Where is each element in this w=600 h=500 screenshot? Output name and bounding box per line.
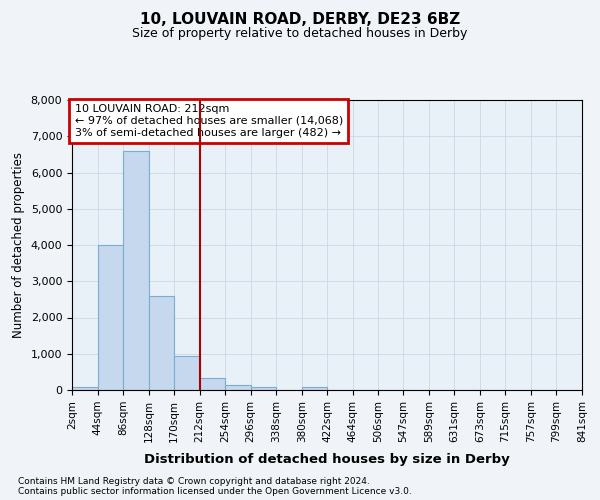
Bar [200,378,225,390]
X-axis label: Distribution of detached houses by size in Derby: Distribution of detached houses by size … [144,453,510,466]
Text: Contains public sector information licensed under the Open Government Licence v3: Contains public sector information licen… [18,486,412,496]
Text: Size of property relative to detached houses in Derby: Size of property relative to detached ho… [133,28,467,40]
Bar [302,387,328,390]
Bar [123,151,149,390]
Bar [225,386,251,390]
Text: Contains HM Land Registry data © Crown copyright and database right 2024.: Contains HM Land Registry data © Crown c… [18,477,370,486]
Text: 10 LOUVAIN ROAD: 212sqm
← 97% of detached houses are smaller (14,068)
3% of semi: 10 LOUVAIN ROAD: 212sqm ← 97% of detache… [74,104,343,138]
Bar [98,245,123,390]
Bar [149,296,174,390]
Y-axis label: Number of detached properties: Number of detached properties [12,152,25,338]
Bar [251,387,276,390]
Bar [174,356,200,390]
Text: 10, LOUVAIN ROAD, DERBY, DE23 6BZ: 10, LOUVAIN ROAD, DERBY, DE23 6BZ [140,12,460,28]
Bar [72,388,98,390]
